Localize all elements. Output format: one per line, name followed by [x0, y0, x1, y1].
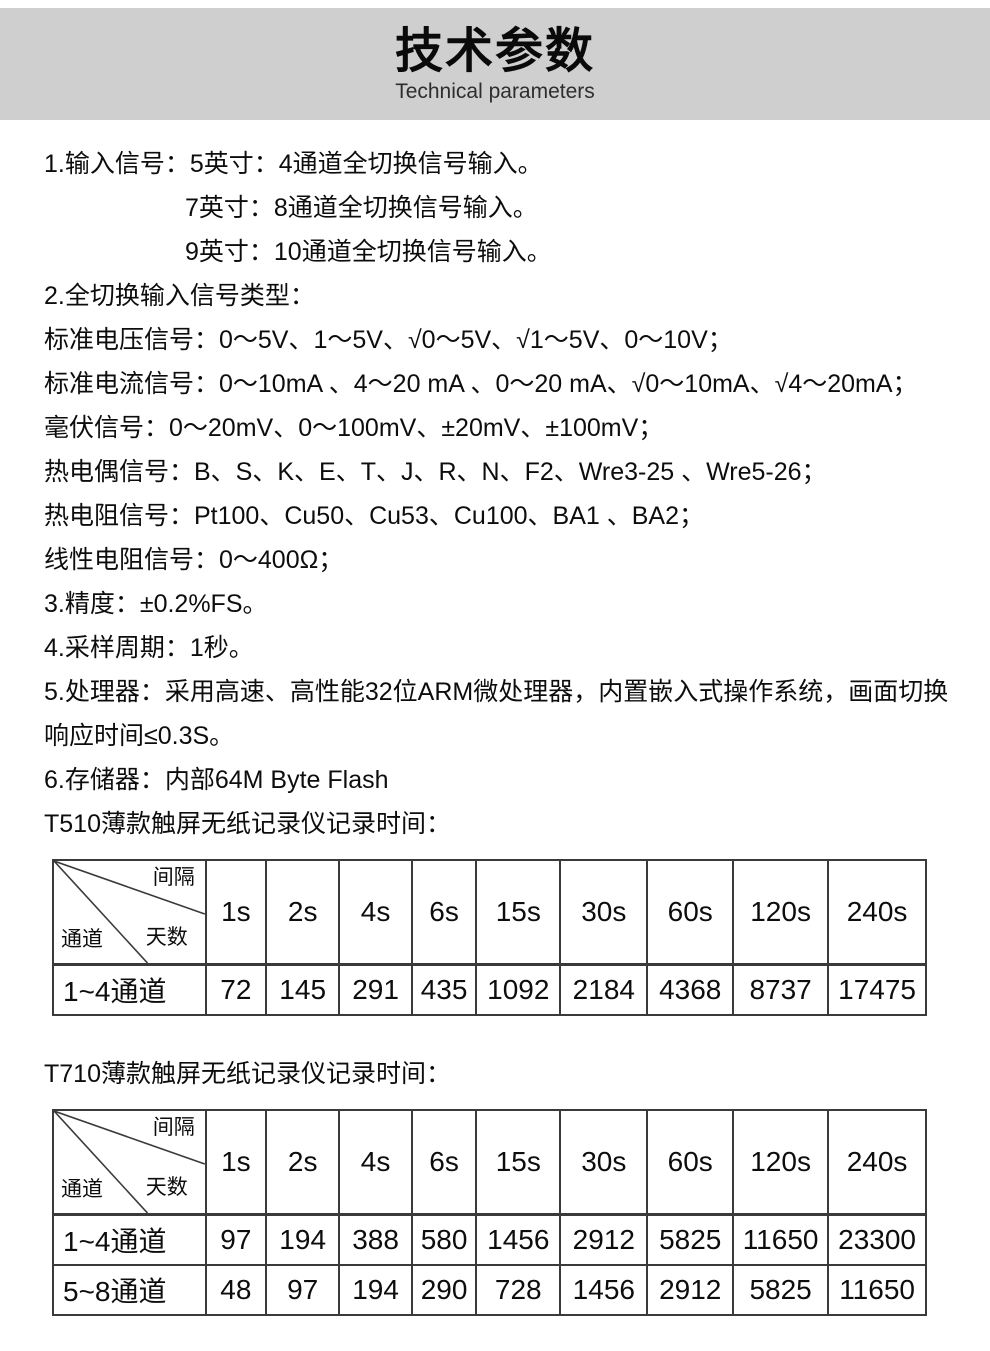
value-cell: 1092 [475, 963, 562, 1016]
interval-header: 15s [475, 1109, 562, 1216]
value-cell: 97 [264, 1264, 341, 1316]
spec-line-9inch: 9英寸：10通道全切换信号输入。 [185, 238, 552, 266]
t710-corner-cell: 间隔 天数 通道 [52, 1109, 207, 1216]
value-cell: 72 [204, 963, 268, 1016]
value-cell: 194 [338, 1264, 413, 1316]
spec-line-millivolt: 毫伏信号：0～20mV、0～100mV、±20mV、±100mV； [44, 414, 664, 442]
t710-table-caption: T710薄款触屏无纸记录仪记录时间： [44, 1060, 451, 1088]
value-cell: 5825 [732, 1264, 830, 1316]
spec-line-thermocouple: 热电偶信号：B、S、K、E、T、J、R、N、F2、Wre3-25 、Wre5-2… [44, 458, 827, 486]
value-cell: 2184 [559, 963, 649, 1016]
value-cell: 11650 [827, 1264, 927, 1316]
t510-corner-cell: 间隔 天数 通道 [52, 859, 207, 966]
interval-header: 15s [475, 859, 562, 966]
page-title: 技术参数 [394, 25, 595, 78]
value-cell: 48 [204, 1264, 268, 1316]
title-band: 技术参数 Technical parameters [0, 8, 990, 120]
interval-header: 240s [827, 1109, 927, 1216]
t510-table-caption: T510薄款触屏无纸记录仪记录时间： [44, 810, 451, 838]
value-cell: 2912 [559, 1213, 649, 1266]
corner-label-interval: 间隔 [152, 866, 195, 889]
t710-row-ch1-4: 1~4通道 97 194 388 580 1456 2912 5825 1165… [52, 1213, 927, 1266]
interval-header: 4s [338, 1109, 413, 1216]
interval-header: 2s [264, 1109, 341, 1216]
interval-header: 30s [559, 859, 649, 966]
corner-label-days: 天数 [145, 1176, 188, 1199]
interval-header: 2s [264, 859, 341, 966]
t510-header-row: 间隔 天数 通道 1s 2s 4s 6s 15s 30s 60s 120s 24… [52, 859, 927, 966]
channel-label: 5~8通道 [52, 1264, 207, 1316]
interval-header: 30s [559, 1109, 649, 1216]
value-cell: 8737 [732, 963, 830, 1016]
t510-row-ch1-4: 1~4通道 72 145 291 435 1092 2184 4368 8737… [52, 963, 927, 1016]
spec-line-storage: 6.存储器：内部64M Byte Flash [44, 766, 389, 794]
spec-line-current: 标准电流信号：0～10mA 、4～20 mA 、0～20 mA、√0～10mA、… [44, 370, 918, 398]
value-cell: 728 [475, 1264, 562, 1316]
value-cell: 5825 [646, 1213, 735, 1266]
value-cell: 17475 [827, 963, 927, 1016]
spec-line-voltage: 标准电压信号：0～5V、1～5V、√0～5V、√1～5V、0～10V； [44, 326, 733, 354]
value-cell: 388 [338, 1213, 413, 1266]
content-area: 1.输入信号：5英寸：4通道全切换信号输入。 7英寸：8通道全切换信号输入。 9… [0, 120, 990, 1316]
value-cell: 435 [410, 963, 478, 1016]
value-cell: 97 [204, 1213, 268, 1266]
t710-header-row: 间隔 天数 通道 1s 2s 4s 6s 15s 30s 60s 120s 24… [52, 1109, 927, 1216]
corner-label-days: 天数 [145, 926, 188, 949]
corner-label-channel: 通道 [61, 1178, 103, 1201]
corner-label-interval: 间隔 [152, 1116, 195, 1139]
interval-header: 1s [204, 1109, 268, 1216]
interval-header: 6s [410, 1109, 478, 1216]
spec-line-processor: 5.处理器：采用高速、高性能32位ARM微处理器，内置嵌入式操作系统，画面切换 [44, 678, 949, 706]
diagonal-divider-lines [54, 861, 205, 963]
value-cell: 291 [338, 963, 413, 1016]
value-cell: 580 [410, 1213, 478, 1266]
t710-row-ch5-8: 5~8通道 48 97 194 290 728 1456 2912 5825 1… [52, 1264, 927, 1316]
spec-line-input-signal: 1.输入信号：5英寸：4通道全切换信号输入。 [44, 150, 543, 178]
diagonal-divider-lines [54, 1111, 205, 1213]
interval-header: 1s [204, 859, 268, 966]
value-cell: 23300 [827, 1213, 927, 1266]
t710-record-table: 间隔 天数 通道 1s 2s 4s 6s 15s 30s 60s 120s 24… [52, 1109, 927, 1316]
spec-line-signal-types: 2.全切换输入信号类型： [44, 282, 315, 310]
t510-record-table: 间隔 天数 通道 1s 2s 4s 6s 15s 30s 60s 120s 24… [52, 859, 927, 1016]
page-subtitle: Technical parameters [395, 80, 595, 103]
spec-line-sampling: 4.采样周期：1秒。 [44, 634, 254, 662]
interval-header: 120s [732, 859, 830, 966]
spec-line-response-time: 响应时间≤0.3S。 [44, 722, 235, 750]
channel-label: 1~4通道 [52, 963, 207, 1016]
value-cell: 1456 [559, 1264, 649, 1316]
corner-label-channel: 通道 [61, 928, 103, 951]
spec-line-accuracy: 3.精度：±0.2%FS。 [44, 590, 268, 618]
interval-header: 4s [338, 859, 413, 966]
interval-header: 120s [732, 1109, 830, 1216]
interval-header: 6s [410, 859, 478, 966]
value-cell: 145 [264, 963, 341, 1016]
interval-header: 60s [646, 1109, 735, 1216]
value-cell: 4368 [646, 963, 735, 1016]
spec-line-linear-resistance: 线性电阻信号：0～400Ω； [44, 546, 344, 574]
value-cell: 1456 [475, 1213, 562, 1266]
interval-header: 240s [827, 859, 927, 966]
value-cell: 290 [410, 1264, 478, 1316]
spec-line-rtd: 热电阻信号：Pt100、Cu50、Cu53、Cu100、BA1 、BA2； [44, 502, 704, 530]
interval-header: 60s [646, 859, 735, 966]
spec-line-7inch: 7英寸：8通道全切换信号输入。 [185, 194, 538, 222]
channel-label: 1~4通道 [52, 1213, 207, 1266]
value-cell: 11650 [732, 1213, 830, 1266]
value-cell: 194 [264, 1213, 341, 1266]
value-cell: 2912 [646, 1264, 735, 1316]
